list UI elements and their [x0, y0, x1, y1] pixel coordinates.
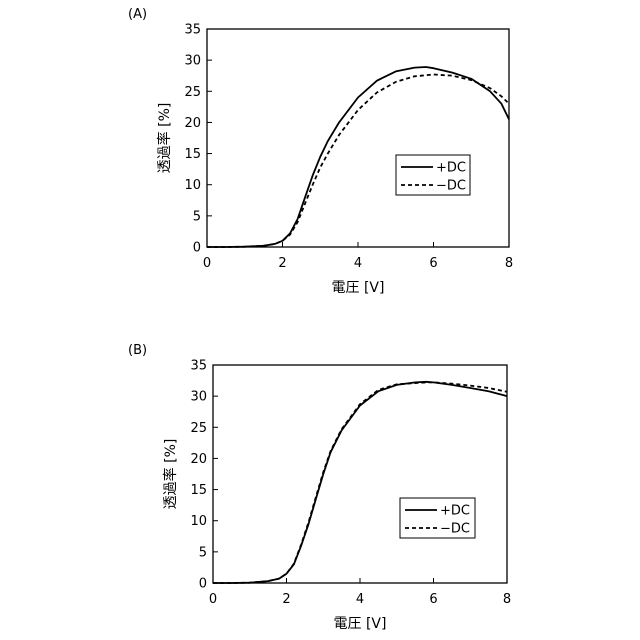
x-tick-label: 6	[429, 256, 437, 271]
y-tick-label: 35	[184, 23, 201, 38]
y-tick-label: 20	[184, 116, 201, 131]
y-tick-label: 10	[184, 178, 201, 193]
y-tick-label: 35	[190, 359, 207, 374]
plot-frame	[206, 28, 510, 248]
panel-label: (B)	[128, 343, 147, 358]
y-tick-label: 25	[184, 85, 201, 100]
legend-label: +DC	[436, 161, 466, 176]
x-tick-label: 4	[356, 592, 364, 607]
series-line-minus-dc	[213, 381, 508, 584]
x-tick-label: 6	[429, 592, 437, 607]
legend-box	[395, 154, 471, 196]
x-tick-label: 0	[209, 592, 217, 607]
x-tick-label: 2	[278, 256, 286, 271]
series-line-minus-dc	[207, 73, 510, 248]
plot-frame	[212, 364, 508, 584]
y-tick-label: 30	[190, 390, 207, 405]
x-tick-label: 4	[354, 256, 362, 271]
series-line-plus-dc	[213, 380, 508, 584]
y-axis-label: 透過率 [%]	[162, 439, 179, 510]
y-axis-label: 透過率 [%]	[156, 103, 173, 174]
legend-label: +DC	[440, 504, 470, 519]
panel-label: (A)	[128, 7, 147, 22]
y-tick-label: 0	[193, 241, 201, 256]
y-tick-label: 0	[199, 577, 207, 592]
legend-label: −DC	[436, 179, 466, 194]
y-tick-label: 15	[184, 147, 201, 162]
y-tick-label: 20	[190, 452, 207, 467]
y-tick-label: 15	[190, 483, 207, 498]
x-tick-label: 8	[505, 256, 513, 271]
x-tick-label: 2	[282, 592, 290, 607]
x-axis-label: 電圧 [V]	[332, 280, 385, 296]
x-tick-label: 8	[503, 592, 511, 607]
x-tick-label: 0	[203, 256, 211, 271]
x-axis-label: 電圧 [V]	[334, 616, 387, 632]
y-tick-label: 5	[193, 209, 201, 224]
y-tick-label: 25	[190, 421, 207, 436]
legend: +DC −DC	[399, 497, 476, 539]
chart-panel-2: (B) 0 5 10 15 20 25 30 35 0 2 4 6 8 電圧 [V] 透過率 [%] +DC −D…	[128, 343, 511, 632]
y-tick-label: 5	[199, 545, 207, 560]
legend-label: −DC	[440, 522, 470, 537]
legend-box	[399, 497, 476, 539]
y-tick-label: 10	[190, 514, 207, 529]
y-tick-label: 30	[184, 54, 201, 69]
chart-panel-1: (A) 0 5 10 15 20 25 30 35 0 2 4 6 8 電圧 [V] 透過率 [%] +DC −D…	[128, 7, 513, 296]
legend: +DC −DC	[395, 154, 471, 196]
